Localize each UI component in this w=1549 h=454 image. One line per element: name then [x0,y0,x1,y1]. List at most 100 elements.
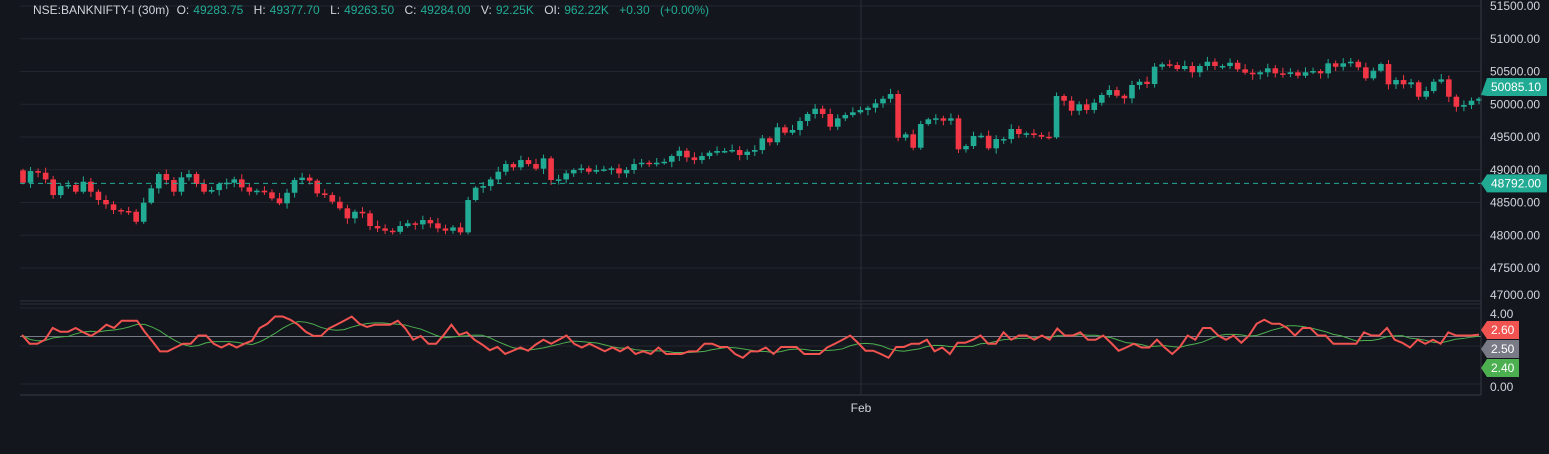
candle-up [1310,71,1316,73]
candle-down [1083,104,1090,111]
candle-up [495,171,502,180]
high-value: 49377.70 [269,3,320,17]
candle-up [555,179,562,181]
candle-up [178,177,185,192]
candle-up [480,186,486,188]
candle-up [1476,98,1482,101]
candle-down [435,223,441,229]
candle-up [872,103,879,108]
price-pane[interactable] [20,56,1482,235]
candle-up [1461,105,1467,107]
candle-down [1234,62,1241,70]
candle-up [880,98,886,104]
candle-up [963,146,969,150]
candle-up [1091,102,1098,111]
indicator-tag-2-60-text: 2.60 [1491,323,1515,337]
candle-up [397,226,404,232]
candle-up [578,168,585,171]
indicator-tag-2-40: 2.40 [1481,359,1519,377]
candle-down [782,127,788,133]
price-tick-label: 49500.00 [1490,130,1540,144]
candle-up [1430,81,1437,92]
candle-up [1159,64,1165,67]
candle-up [729,150,735,152]
candle-down [442,228,449,231]
candle-up [352,211,358,219]
candle-down [103,200,109,205]
candle-up [1227,62,1233,66]
candle-down [171,180,177,192]
oi-value: 962.22K [564,3,609,17]
candle-down [895,94,901,138]
candle-up [1181,65,1188,70]
candle-down [736,150,743,156]
candle-down [1295,72,1301,76]
candle-up [1302,72,1309,76]
candle-up [465,200,471,233]
oi-label: OI: [544,3,561,17]
indicator-signal-line [21,321,1480,354]
candle-down [125,211,132,213]
candle-down [88,181,94,192]
candle-down [1280,73,1286,75]
candle-up [1370,70,1377,79]
reference-price-tag-text: 48792.00 [1491,176,1541,190]
candle-down [548,158,554,181]
candle-up [623,170,630,174]
indicator-pane[interactable] [20,315,1481,360]
candle-up [420,220,426,225]
candle-down [42,172,49,180]
candle-down [1242,69,1248,73]
candle-up [593,170,600,172]
symbol-title[interactable]: NSE:BANKNIFTY-I (30m) [33,3,170,17]
candle-down [1453,96,1460,107]
low-label: L: [330,3,341,17]
candle-up [1408,82,1414,85]
candle-down [1272,68,1279,74]
candle-up [759,138,766,151]
candle-up [1129,84,1135,99]
candle-down [412,223,419,225]
candle-up [1197,65,1203,73]
candle-down [269,192,275,199]
candle-down [910,134,916,148]
candle-down [1355,61,1362,68]
candle-up [148,188,155,203]
candle-up [450,227,456,231]
candle-up [676,150,683,157]
candle-up [231,179,238,183]
candle-down [314,180,321,194]
candle-up [993,139,999,149]
candle-down [1385,64,1392,85]
candle-up [223,182,230,185]
candle-up [933,118,939,120]
candle-up [186,174,192,178]
candle-up [804,114,811,122]
candle-up [948,118,954,121]
price-tick-label: 48500.00 [1490,196,1540,210]
candle-down [1332,63,1339,67]
open-label: O: [176,3,190,17]
candle-up [1423,91,1429,97]
grid [20,5,1481,385]
candle-up [570,170,577,174]
candle-up [1393,80,1399,85]
price-tick-label: 50500.00 [1490,65,1540,79]
indicator-tick-label: 0.00 [1490,380,1514,394]
candle-up [65,185,72,187]
reference-price-tag: 48792.00 [1481,174,1547,193]
volume-value: 92.25K [495,3,534,17]
candle-down [1174,65,1181,70]
reference-price-tag-box [1481,174,1547,193]
candle-down [163,174,170,181]
candle-up [254,190,260,193]
candle-up [518,160,524,168]
candle-down [525,160,532,165]
candle-up [404,223,411,227]
price-axis[interactable]: 51500.00 51000.00 50500.00 50000.00 49500.00… [1481,0,1547,394]
candle-up [208,190,215,192]
candle-down [110,204,117,211]
candle-down [1166,64,1173,66]
time-axis-label-feb: Feb [851,401,872,415]
